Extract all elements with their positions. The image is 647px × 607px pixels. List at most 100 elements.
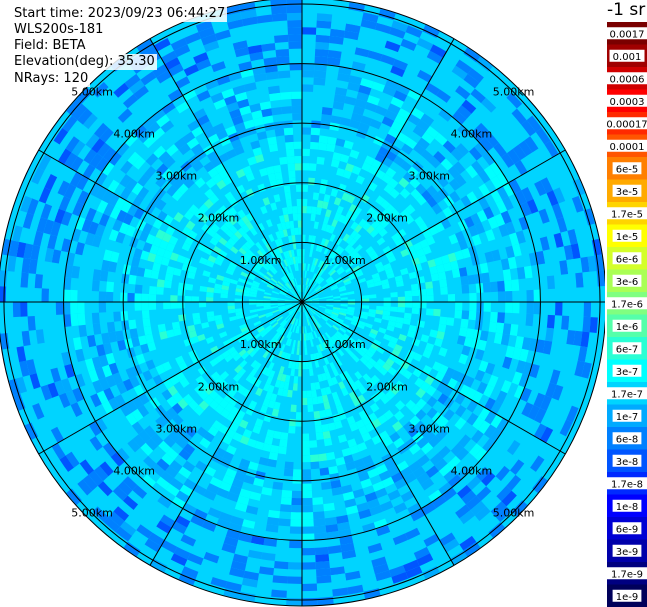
range-gate-cell <box>172 178 184 190</box>
range-gate-cell <box>230 138 242 149</box>
range-gate-cell <box>429 453 443 466</box>
range-gate-cell <box>213 288 222 294</box>
range-gate-cell <box>175 76 191 89</box>
range-gate-cell <box>279 193 286 202</box>
range-gate-cell <box>249 290 258 295</box>
range-gate-cell <box>242 289 251 294</box>
range-gate-cell <box>184 295 192 302</box>
range-gate-cell <box>209 237 219 246</box>
range-gate-cell <box>260 35 275 45</box>
range-gate-cell <box>290 309 296 316</box>
range-gate-cell <box>408 572 426 586</box>
range-gate-cell <box>314 285 321 292</box>
range-gate-cell <box>375 309 384 315</box>
range-gate-cell <box>196 426 208 438</box>
range-gate-cell <box>256 299 264 302</box>
range-gate-cell <box>311 298 320 301</box>
range-gate-cell <box>289 353 294 362</box>
range-gate-cell <box>259 566 275 576</box>
range-gate-cell <box>410 188 422 200</box>
colorbar-label-box <box>612 229 642 242</box>
range-gate-cell <box>85 207 97 222</box>
range-gate-cell <box>288 308 295 314</box>
range-gate-cell <box>323 194 331 203</box>
range-gate-cell <box>241 215 250 225</box>
range-gate-cell <box>273 121 284 130</box>
range-gate-cell <box>214 563 231 575</box>
range-gate-cell <box>394 357 404 366</box>
range-gate-cell <box>124 132 139 147</box>
range-gate-cell <box>250 235 259 245</box>
range-gate-cell <box>457 219 469 231</box>
range-gate-cell <box>203 395 214 406</box>
range-gate-cell <box>285 221 291 230</box>
range-gate-cell <box>476 486 492 501</box>
range-gate-cell <box>402 421 415 433</box>
range-gate-cell <box>266 284 274 290</box>
range-gate-cell <box>405 566 423 579</box>
range-gate-cell <box>410 107 425 120</box>
range-gate-cell <box>442 385 454 398</box>
range-gate-cell <box>255 387 263 397</box>
range-gate-cell <box>532 314 541 327</box>
range-gate-cell <box>169 252 180 262</box>
range-gate-cell <box>198 390 209 401</box>
range-gate-cell <box>227 19 244 30</box>
range-gate-cell <box>253 72 267 83</box>
range-gate-cell <box>234 91 248 102</box>
range-gate-cell <box>382 232 392 242</box>
range-gate-cell <box>143 325 153 336</box>
range-gate-cell <box>498 224 509 237</box>
range-gate-cell <box>540 302 549 315</box>
range-gate-cell <box>198 27 215 39</box>
range-gate-cell <box>384 459 397 471</box>
range-gate-cell <box>361 162 372 172</box>
range-gate-cell <box>332 262 340 270</box>
range-gate-cell <box>378 254 388 262</box>
range-gate-cell <box>311 315 317 323</box>
range-gate-cell <box>230 515 244 526</box>
range-gate-cell <box>233 342 242 351</box>
range-gate-cell <box>580 331 590 348</box>
range-gate-cell <box>108 229 119 242</box>
colorbar-label-box <box>606 139 647 152</box>
range-gate-cell <box>237 227 247 236</box>
range-gate-cell <box>330 21 347 31</box>
range-gate-cell <box>58 392 71 408</box>
range-gate-cell <box>366 378 376 388</box>
range-gate-cell <box>280 268 287 276</box>
range-gate-cell <box>338 285 346 291</box>
range-gate-cell <box>418 308 427 316</box>
colorbar-swatch <box>607 494 647 517</box>
range-gate-cell <box>83 148 98 165</box>
colorbar-swatch <box>607 562 647 585</box>
range-gate-cell <box>303 294 310 300</box>
range-gate-cell <box>422 267 431 277</box>
range-gate-cell <box>403 312 412 320</box>
range-gate-cell <box>485 362 496 375</box>
range-gate-cell <box>286 389 293 398</box>
range-gate-cell <box>291 397 297 405</box>
range-gate-cell <box>318 453 328 462</box>
range-gate-cell <box>315 34 330 43</box>
range-gate-cell <box>425 125 439 139</box>
range-gate-cell <box>400 267 409 276</box>
range-gate-cell <box>298 227 302 235</box>
range-gate-cell <box>300 312 302 320</box>
range-gate-cell <box>336 205 344 215</box>
range-gate-cell <box>455 85 471 100</box>
range-gate-cell <box>289 289 295 296</box>
range-gate-cell <box>296 206 302 214</box>
range-gate-cell <box>341 484 353 494</box>
range-gate-cell <box>379 241 389 250</box>
range-gate-cell <box>146 121 161 135</box>
range-gate-cell <box>249 339 258 348</box>
range-gate-cell <box>138 335 148 346</box>
range-gate-cell <box>297 285 300 293</box>
range-gate-cell <box>414 420 426 432</box>
range-gate-cell <box>350 373 359 383</box>
range-gate-cell <box>105 239 116 252</box>
range-gate-cell <box>487 216 499 230</box>
range-gate-cell <box>219 43 235 55</box>
range-gate-cell <box>244 280 253 286</box>
